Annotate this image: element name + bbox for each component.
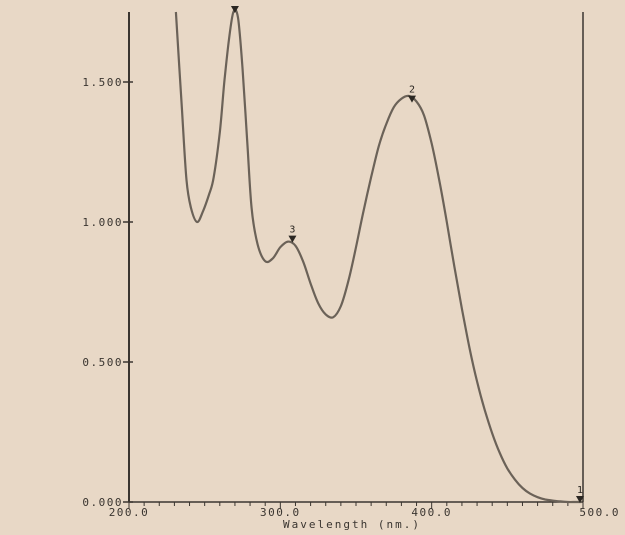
y-tick-label: 0.000 — [82, 496, 123, 509]
x-tick-label: 500.0 — [579, 506, 620, 519]
peak-label: 3 — [289, 225, 295, 236]
peak-marker — [575, 496, 584, 503]
x-tick-label: 200.0 — [109, 506, 150, 519]
y-tick-label: 1.500 — [82, 76, 123, 89]
x-tick-label: 300.0 — [260, 506, 301, 519]
y-ticks: 0.000 0.500 1.000 1.500 — [82, 76, 133, 509]
peak-label: 2 — [409, 85, 415, 96]
x-axis-label: Wavelength (nm.) — [283, 518, 421, 531]
peak-marker — [407, 95, 416, 103]
x-tick-label: 400.0 — [411, 506, 452, 519]
peak-marker — [288, 235, 297, 243]
peak-markers: 2 3 1 — [230, 6, 584, 503]
peak-label: 1 — [577, 485, 583, 496]
peak-marker — [230, 6, 239, 13]
x-ticks: 200.0 300.0 400.0 500.0 — [109, 502, 620, 519]
y-tick-label: 1.000 — [82, 216, 123, 229]
y-tick-label: 0.500 — [82, 356, 123, 369]
absorbance-trace — [174, 8, 582, 504]
